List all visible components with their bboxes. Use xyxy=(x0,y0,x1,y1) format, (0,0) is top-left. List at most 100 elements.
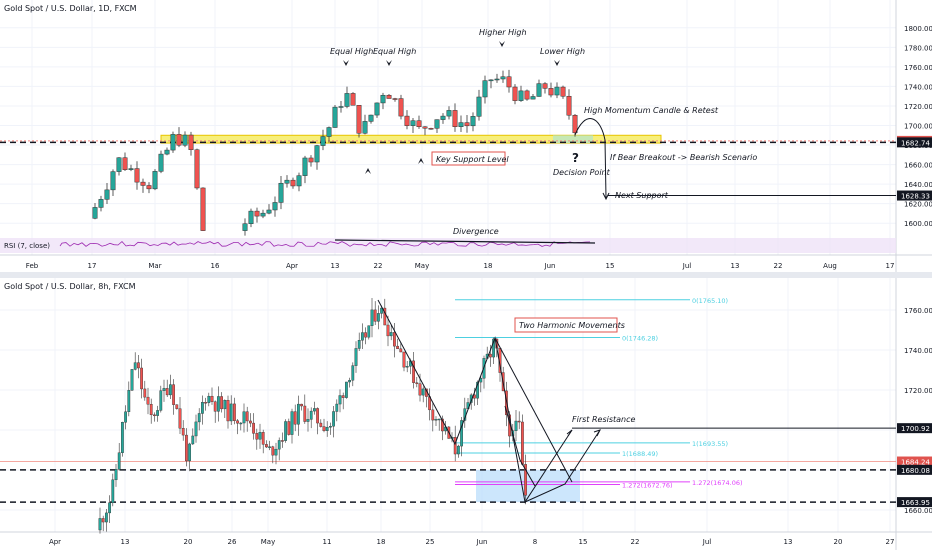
time-tick-label: 17 xyxy=(886,262,895,270)
candle-body xyxy=(560,86,566,97)
two-harmonic-label: Two Harmonic Movements xyxy=(519,321,625,330)
candle-body xyxy=(482,80,488,98)
candle-body xyxy=(191,435,195,445)
price-tag-label: 1680.08 xyxy=(901,467,930,475)
candle-body xyxy=(572,114,578,134)
candle-body xyxy=(514,420,518,431)
candle-body xyxy=(265,444,268,448)
candle-body xyxy=(122,157,128,170)
candle-body xyxy=(188,134,194,150)
candle-body xyxy=(542,83,548,89)
candle-body xyxy=(194,149,200,189)
candle-body xyxy=(101,518,105,523)
candle-body xyxy=(136,362,140,369)
time-tick-label: 8 xyxy=(533,538,537,546)
candle-body xyxy=(293,411,297,425)
panel-divider[interactable] xyxy=(0,272,932,278)
projection-arrow-icon xyxy=(566,429,573,437)
daily-chart-svg[interactable]: 1800.00 1780.00 1760.00 1740.00 1720.00 1700.… xyxy=(0,0,932,272)
price-tick-label: 1720.00 xyxy=(904,387,932,395)
candle-body xyxy=(159,390,163,411)
candle-body xyxy=(344,93,350,107)
time-tick-label: 20 xyxy=(834,538,843,546)
intraday-chart-panel[interactable]: 1760.001740.001720.001700.001680.001660.… xyxy=(0,278,932,550)
candle-body xyxy=(517,420,521,423)
price-tick-label: 1620.00 xyxy=(904,201,932,209)
candle-body xyxy=(341,395,345,398)
candle-body xyxy=(418,383,422,396)
price-tag-label: 1663.95 xyxy=(901,499,930,507)
candle-body xyxy=(110,171,116,191)
time-tick-label: Feb xyxy=(26,262,39,270)
up-arrow-icon xyxy=(418,158,424,164)
candle-body xyxy=(530,96,536,100)
up-arrow-icon xyxy=(365,168,371,174)
candle-body xyxy=(308,157,314,163)
price-tag-bg xyxy=(897,456,932,467)
candle-body xyxy=(242,411,246,424)
candle-body xyxy=(300,403,303,407)
time-tick-label: May xyxy=(261,538,275,546)
candle-body xyxy=(453,437,457,455)
candle-body xyxy=(236,420,239,424)
price-tick-label: 1640.00 xyxy=(904,181,932,189)
candle-body xyxy=(374,102,380,116)
time-tick-label: 15 xyxy=(606,262,615,270)
candle-body xyxy=(386,324,390,337)
candle-body xyxy=(464,122,470,127)
time-tick-label: 22 xyxy=(774,262,783,270)
time-tick-label: 22 xyxy=(631,538,640,546)
time-tick-label: Jun xyxy=(544,262,556,270)
candle-body xyxy=(566,95,572,116)
time-tick-label: Aug xyxy=(823,262,837,270)
candle-body xyxy=(302,157,308,176)
candle-body xyxy=(182,134,188,146)
candle-body xyxy=(457,445,460,455)
candle-body xyxy=(398,98,404,117)
daily-chart-title: Gold Spot / U.S. Dollar, 1D, FXCM xyxy=(4,4,137,13)
candle-body xyxy=(266,209,272,214)
candle-body xyxy=(521,421,524,465)
harmonic-leg-line xyxy=(494,337,573,483)
candle-body xyxy=(389,332,393,337)
candle-body xyxy=(512,86,518,101)
candle-body xyxy=(309,410,313,420)
candle-body xyxy=(284,179,290,184)
candle-body xyxy=(329,425,332,428)
time-tick-label: 18 xyxy=(484,262,493,270)
time-tick-label: 15 xyxy=(579,538,588,546)
time-tick-label: 27 xyxy=(886,538,895,546)
divergence-label: Divergence xyxy=(453,227,499,236)
candle-body xyxy=(386,94,392,99)
question-mark: ? xyxy=(572,151,579,165)
candle-body xyxy=(200,402,204,414)
candle-body xyxy=(254,210,260,217)
candle-body xyxy=(194,421,198,437)
price-tick-label: 1660.00 xyxy=(904,507,932,515)
fib-level-label: 0(1746.28) xyxy=(622,334,658,342)
time-tick-label: 16 xyxy=(211,262,220,270)
projection-path xyxy=(524,429,601,503)
price-tick-label: 1600.00 xyxy=(904,220,932,228)
retest-zone xyxy=(553,135,593,144)
candle-body xyxy=(255,433,259,440)
intraday-chart-svg[interactable]: 1760.001740.001720.001700.001680.001660.… xyxy=(0,278,932,550)
candle-body xyxy=(415,382,419,384)
lower-high-label: Lower High xyxy=(540,47,585,56)
candle-body xyxy=(152,171,158,190)
candle-body xyxy=(404,115,410,126)
rsi-line xyxy=(59,241,591,247)
candle-body xyxy=(248,210,254,224)
time-tick-label: May xyxy=(415,262,429,270)
candle-body xyxy=(350,93,356,106)
candle-body xyxy=(176,134,182,146)
candle-body xyxy=(489,353,492,358)
time-tick-label: 26 xyxy=(228,538,237,546)
two-harmonic-box xyxy=(514,317,618,333)
daily-chart-panel[interactable]: 1800.00 1780.00 1760.00 1740.00 1720.00 1700.… xyxy=(0,0,932,272)
time-tick-label: 13 xyxy=(331,262,340,270)
price-tick-label: 1700.00 xyxy=(904,123,932,131)
down-arrow-icon xyxy=(343,60,349,66)
candle-body xyxy=(117,452,121,470)
candle-body xyxy=(178,408,182,429)
